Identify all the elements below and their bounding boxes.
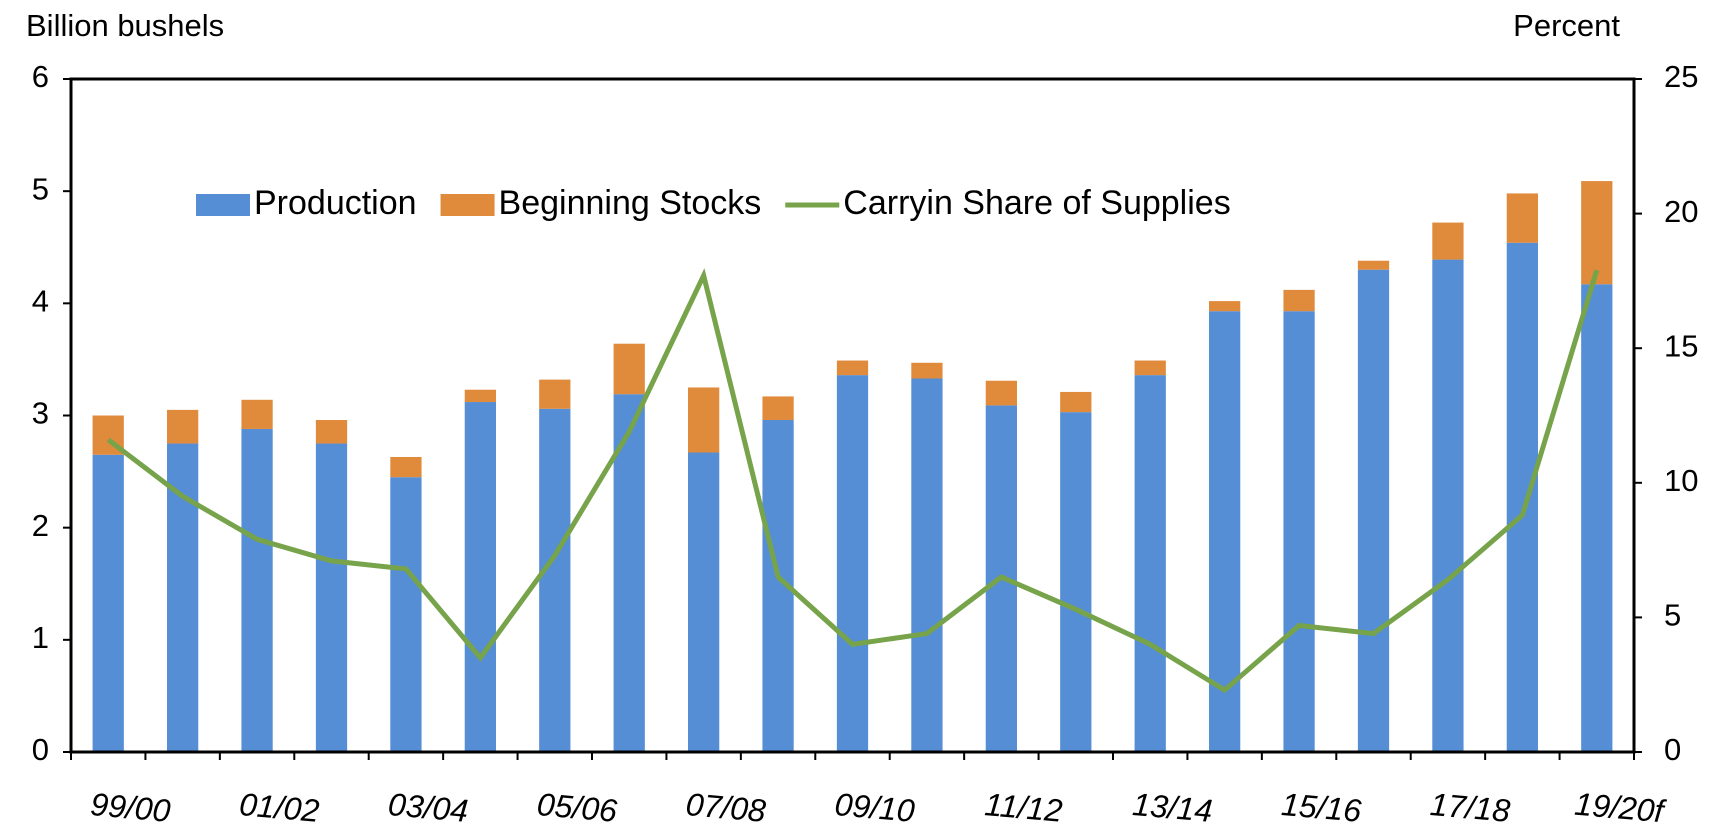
plot-frame	[69, 77, 1636, 754]
y2-tick-label: 10	[1664, 463, 1698, 498]
bar	[539, 379, 571, 409]
y-tick-label: 3	[32, 396, 49, 431]
y2-tick-label: 15	[1664, 328, 1698, 363]
x-tick-label: 03/04	[387, 786, 470, 829]
bar	[762, 396, 794, 420]
bar	[1060, 391, 1092, 413]
line	[106, 268, 1600, 694]
bar	[688, 387, 720, 453]
bar	[1283, 311, 1315, 752]
y2-tick-label: 5	[1664, 598, 1681, 633]
x-tick-label: 13/14	[1131, 786, 1214, 829]
bar	[1357, 269, 1390, 752]
legend-swatch	[196, 194, 250, 216]
bar	[241, 399, 273, 429]
bar	[836, 375, 869, 752]
bar	[167, 409, 199, 444]
x-tick-label: 17/18	[1429, 786, 1512, 829]
bar	[241, 428, 273, 752]
legend-label: Carryin Share of Supplies	[843, 184, 1230, 222]
x-tick-label: 15/16	[1280, 786, 1363, 829]
x-tick-label: 19/20f	[1573, 786, 1668, 830]
y-tick-label: 5	[32, 171, 49, 206]
x-tick-label: 07/08	[684, 786, 767, 829]
y-tick-label: 1	[32, 620, 49, 655]
bar	[390, 477, 422, 752]
y-tick-label: 2	[32, 508, 49, 543]
x-tick-label: 01/02	[238, 786, 321, 829]
bar	[1134, 375, 1166, 752]
bar	[315, 443, 348, 752]
y2-tick-label: 20	[1664, 194, 1698, 229]
bar	[836, 360, 869, 376]
bar	[911, 362, 943, 379]
y2-tick-label: 0	[1664, 732, 1681, 767]
bar	[1357, 260, 1390, 270]
bar	[1506, 193, 1538, 243]
bar	[315, 419, 348, 444]
legend-label: Production	[254, 184, 417, 222]
legend-label: Beginning Stocks	[499, 184, 762, 222]
bar	[539, 408, 571, 752]
bar	[985, 380, 1017, 406]
bar	[1134, 360, 1166, 376]
x-tick-label: 99/00	[89, 786, 172, 829]
bar	[1283, 289, 1315, 312]
bar	[1506, 242, 1538, 752]
bar	[1432, 259, 1464, 752]
y-axis-label: Billion bushels	[26, 8, 224, 43]
bar	[1432, 222, 1464, 260]
bar	[1581, 181, 1613, 285]
x-tick-label: 09/10	[833, 786, 916, 829]
bar	[92, 454, 124, 752]
bar	[911, 378, 943, 752]
x-tick-label: 05/06	[536, 786, 619, 829]
y2-axis-label: Percent	[1513, 8, 1620, 43]
bar	[688, 452, 720, 752]
bar	[390, 457, 422, 478]
bar	[1581, 284, 1613, 752]
bar	[464, 389, 496, 403]
legend-swatch	[440, 194, 495, 216]
x-tick-label: 11/12	[983, 786, 1064, 829]
y-tick-label: 4	[32, 284, 49, 319]
bar	[464, 402, 496, 752]
bar	[1060, 412, 1092, 752]
y2-tick-label: 25	[1664, 59, 1698, 94]
y-tick-label: 0	[32, 732, 49, 767]
y-tick-label: 6	[32, 59, 49, 94]
bar	[1209, 301, 1241, 312]
bar	[613, 343, 645, 395]
